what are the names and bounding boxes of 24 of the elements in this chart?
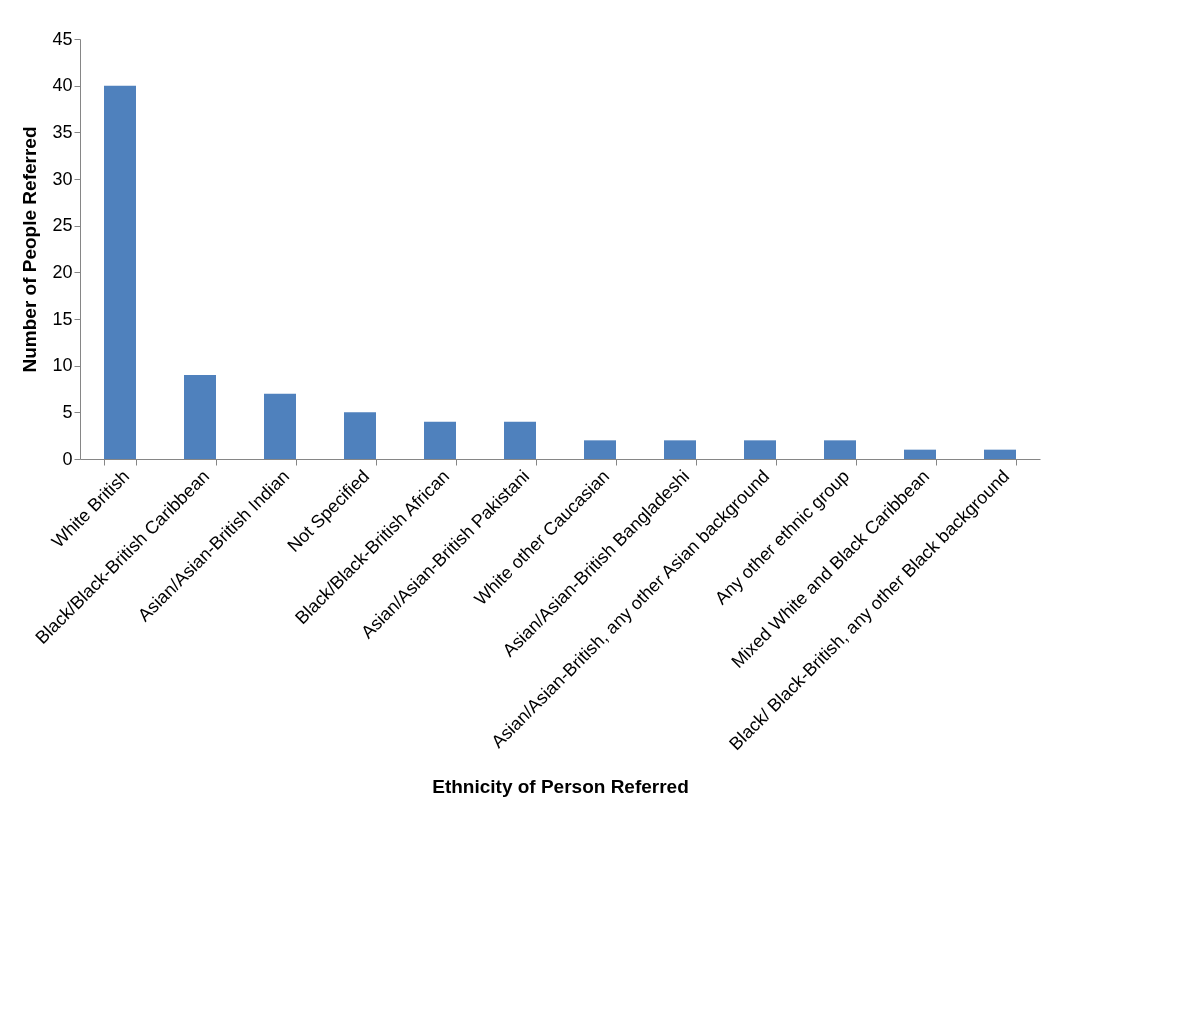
y-tick-label: 20 bbox=[52, 261, 73, 282]
bar bbox=[904, 449, 936, 459]
y-tick-label: 45 bbox=[52, 28, 73, 49]
y-tick-label: 0 bbox=[62, 448, 73, 469]
bar bbox=[424, 421, 456, 459]
x-axis-title: Ethnicity of Person Referred bbox=[432, 775, 689, 797]
bar bbox=[264, 393, 296, 459]
y-tick-label: 5 bbox=[62, 401, 73, 422]
bar bbox=[584, 440, 616, 459]
bar bbox=[984, 449, 1016, 459]
y-tick-label: 25 bbox=[52, 215, 73, 236]
y-tick-label: 35 bbox=[52, 121, 73, 142]
bar bbox=[824, 440, 856, 459]
bar bbox=[664, 440, 696, 459]
y-tick-label: 30 bbox=[52, 168, 73, 189]
bar bbox=[504, 421, 536, 459]
y-tick-label: 10 bbox=[52, 355, 73, 376]
y-tick-label: 40 bbox=[52, 75, 73, 96]
bar bbox=[104, 85, 136, 459]
bar bbox=[344, 412, 376, 459]
bar bbox=[184, 375, 216, 459]
y-axis-title: Number of People Referred bbox=[19, 126, 41, 373]
bar bbox=[744, 440, 776, 459]
y-tick-label: 15 bbox=[52, 308, 73, 329]
